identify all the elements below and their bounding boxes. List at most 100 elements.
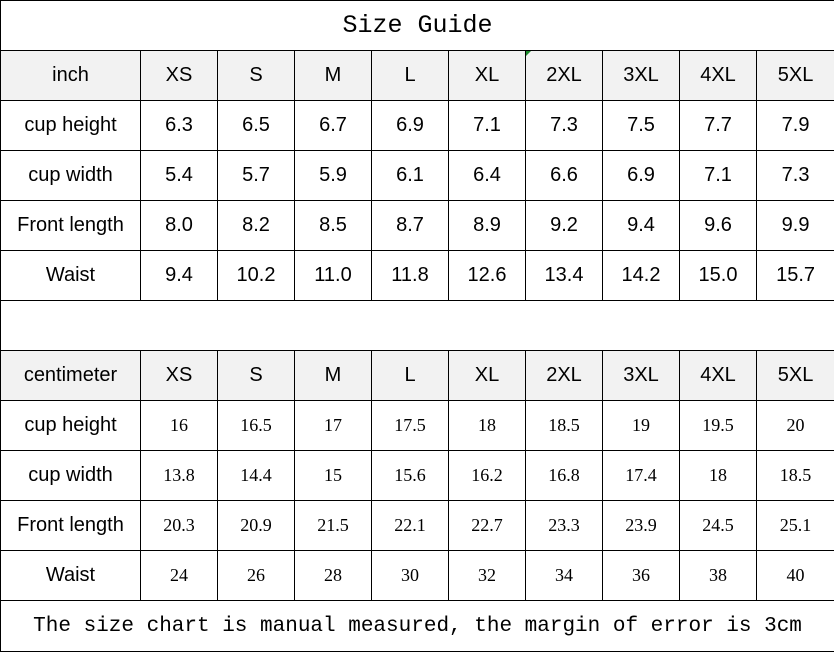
table-row: Front length 8.0 8.2 8.5 8.7 8.9 9.2 9.4 9.6 9.9	[0, 200, 834, 251]
measurement-cell: 11.8	[371, 250, 449, 301]
measurement-cell: 19.5	[679, 400, 757, 451]
measurement-cell: 6.6	[525, 150, 603, 201]
measurement-cell: 15	[294, 450, 372, 501]
table-row: cup width 5.4 5.7 5.9 6.1 6.4 6.6 6.9 7.1 7.3	[0, 150, 834, 201]
measurement-cell: 6.5	[217, 100, 295, 151]
row-label: Front length	[0, 500, 141, 551]
measurement-cell: 8.2	[217, 200, 295, 251]
measurement-cell: 30	[371, 550, 449, 601]
row-label: Waist	[0, 250, 141, 301]
measurement-cell: 8.9	[448, 200, 526, 251]
measurement-cell: 18.5	[525, 400, 603, 451]
measurement-cell: 9.4	[602, 200, 680, 251]
measurement-cell: 32	[448, 550, 526, 601]
size-header: 2XL	[525, 350, 603, 401]
measurement-cell: 10.2	[217, 250, 295, 301]
size-header: 5XL	[755, 50, 834, 101]
row-label: cup height	[0, 100, 141, 151]
measurement-cell: 13.8	[140, 450, 218, 501]
measurement-cell: 17.4	[602, 450, 680, 501]
size-header: 4XL	[679, 50, 757, 101]
measurement-cell: 18	[679, 450, 757, 501]
cm-header-row: centimeter XS S M L XL 2XL 3XL 4XL 5XL	[0, 350, 834, 401]
inch-header-row: inch XS S M L XL 2XL 3XL 4XL 5XL	[0, 50, 834, 101]
measurement-cell: 16.2	[448, 450, 526, 501]
measurement-cell: 38	[679, 550, 757, 601]
measurement-cell: 22.7	[448, 500, 526, 551]
measurement-cell: 20.9	[217, 500, 295, 551]
size-header: 2XL	[525, 50, 603, 101]
measurement-cell: 9.6	[679, 200, 757, 251]
footer-note: The size chart is manual measured, the m…	[0, 600, 834, 652]
size-header: 5XL	[755, 350, 834, 401]
measurement-cell: 26	[217, 550, 295, 601]
row-label: cup width	[0, 450, 141, 501]
measurement-cell: 6.7	[294, 100, 372, 151]
measurement-cell: 16.8	[525, 450, 603, 501]
measurement-cell: 6.9	[371, 100, 449, 151]
measurement-cell: 18.5	[755, 450, 834, 501]
size-header: S	[217, 50, 295, 101]
table-row: Waist 24 26 28 30 32 34 36 38 40	[0, 550, 834, 601]
measurement-cell: 20.3	[140, 500, 218, 551]
size-header: XS	[140, 350, 218, 401]
measurement-cell: 7.9	[755, 100, 834, 151]
measurement-cell: 28	[294, 550, 372, 601]
size-header: M	[294, 50, 372, 101]
measurement-cell: 17.5	[371, 400, 449, 451]
measurement-cell: 7.1	[448, 100, 526, 151]
measurement-cell: 9.2	[525, 200, 603, 251]
row-label: Front length	[0, 200, 141, 251]
measurement-cell: 34	[525, 550, 603, 601]
footer-row: The size chart is manual measured, the m…	[0, 600, 834, 652]
measurement-cell: 5.4	[140, 150, 218, 201]
size-header: S	[217, 350, 295, 401]
table-row: Waist 9.4 10.2 11.0 11.8 12.6 13.4 14.2 15.0 15.7	[0, 250, 834, 301]
measurement-cell: 9.9	[755, 200, 834, 251]
measurement-cell: 8.7	[371, 200, 449, 251]
measurement-cell: 15.7	[755, 250, 834, 301]
measurement-cell: 7.7	[679, 100, 757, 151]
measurement-cell: 14.4	[217, 450, 295, 501]
measurement-cell: 6.1	[371, 150, 449, 201]
size-header: 3XL	[602, 50, 680, 101]
size-header: XL	[448, 350, 526, 401]
table-row: cup height 6.3 6.5 6.7 6.9 7.1 7.3 7.5 7.7 7.9	[0, 100, 834, 151]
measurement-cell: 9.4	[140, 250, 218, 301]
size-header: XL	[448, 50, 526, 101]
measurement-cell: 5.9	[294, 150, 372, 201]
measurement-cell: 23.9	[602, 500, 680, 551]
unit-header: inch	[0, 50, 141, 101]
measurement-cell: 18	[448, 400, 526, 451]
measurement-cell: 16.5	[217, 400, 295, 451]
measurement-cell: 17	[294, 400, 372, 451]
measurement-cell: 11.0	[294, 250, 372, 301]
measurement-cell: 6.9	[602, 150, 680, 201]
size-header: L	[371, 50, 449, 101]
measurement-cell: 24.5	[679, 500, 757, 551]
spacer-row	[0, 300, 834, 351]
row-label: cup height	[0, 400, 141, 451]
measurement-cell: 8.0	[140, 200, 218, 251]
measurement-cell: 5.7	[217, 150, 295, 201]
measurement-cell: 24	[140, 550, 218, 601]
measurement-cell: 7.1	[679, 150, 757, 201]
size-header: M	[294, 350, 372, 401]
table-row: Front length 20.3 20.9 21.5 22.1 22.7 23.3 23.9…	[0, 500, 834, 551]
measurement-cell: 7.3	[755, 150, 834, 201]
size-header: XS	[140, 50, 218, 101]
measurement-cell: 22.1	[371, 500, 449, 551]
table-row: cup height 16 16.5 17 17.5 18 18.5 19 19.5 20	[0, 400, 834, 451]
measurement-cell: 7.5	[602, 100, 680, 151]
measurement-cell: 8.5	[294, 200, 372, 251]
measurement-cell: 12.6	[448, 250, 526, 301]
measurement-cell: 19	[602, 400, 680, 451]
measurement-cell: 15.6	[371, 450, 449, 501]
measurement-cell: 20	[755, 400, 834, 451]
measurement-cell: 16	[140, 400, 218, 451]
measurement-cell: 40	[755, 550, 834, 601]
measurement-cell: 23.3	[525, 500, 603, 551]
measurement-cell: 36	[602, 550, 680, 601]
measurement-cell: 7.3	[525, 100, 603, 151]
